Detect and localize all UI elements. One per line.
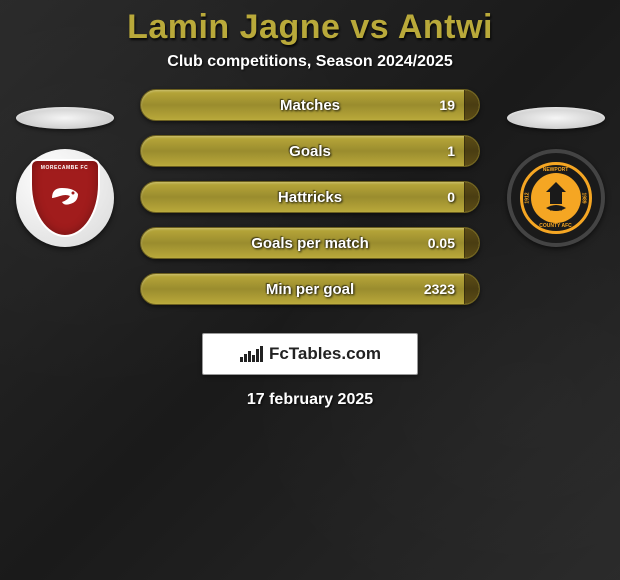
right-crest-text-left: 1912	[524, 192, 530, 203]
stat-bar-matches: Matches 19	[140, 89, 480, 121]
left-crest-inner: MORECAMBE FC	[30, 159, 100, 237]
stat-label: Hattricks	[278, 189, 342, 206]
right-crest-ring: NEWPORT COUNTY AFC 1912 1989	[520, 162, 592, 234]
stat-value: 2323	[424, 281, 455, 297]
stat-value: 0	[447, 189, 455, 205]
right-player-column: NEWPORT COUNTY AFC 1912 1989	[503, 89, 608, 247]
page-subtitle: Club competitions, Season 2024/2025	[167, 53, 452, 71]
stat-value: 0.05	[428, 235, 455, 251]
stat-label: Matches	[280, 97, 340, 114]
comparison-card: Lamin Jagne vs Antwi Club competitions, …	[0, 0, 620, 580]
page-title: Lamin Jagne vs Antwi	[127, 8, 493, 47]
left-player-column: MORECAMBE FC	[12, 89, 117, 247]
stat-value: 19	[439, 97, 455, 113]
stat-bar-goals: Goals 1	[140, 135, 480, 167]
stat-label: Goals per match	[251, 235, 369, 252]
right-crest-inner	[531, 173, 581, 223]
comparison-date: 17 february 2025	[247, 391, 373, 409]
left-crest-text: MORECAMBE FC	[41, 165, 88, 171]
right-team-crest: NEWPORT COUNTY AFC 1912 1989	[507, 149, 605, 247]
stat-label: Goals	[289, 143, 331, 160]
right-crest-text-right: 1989	[581, 192, 587, 203]
source-logo-box: FcTables.com	[202, 333, 418, 375]
source-name: FcTables.com	[269, 344, 381, 364]
stat-value: 1	[447, 143, 455, 159]
left-team-crest: MORECAMBE FC	[16, 149, 114, 247]
left-crest-shield: MORECAMBE FC	[30, 159, 100, 237]
left-value-pill	[16, 107, 114, 129]
bars-icon	[239, 344, 265, 364]
stat-bar-min-per-goal: Min per goal 2323	[140, 273, 480, 305]
stat-bar-goals-per-match: Goals per match 0.05	[140, 227, 480, 259]
stat-bar-hattricks: Hattricks 0	[140, 181, 480, 213]
stat-label: Min per goal	[266, 281, 354, 298]
right-crest-text-bottom: COUNTY AFC	[539, 223, 572, 229]
shrimp-icon	[48, 184, 82, 212]
stats-column: Matches 19 Goals 1 Hattricks 0 Goals per…	[137, 89, 483, 375]
right-value-pill	[507, 107, 605, 129]
comparison-body: MORECAMBE FC Matches 19 Goals 1	[0, 89, 620, 375]
newport-emblem-icon	[536, 178, 576, 218]
